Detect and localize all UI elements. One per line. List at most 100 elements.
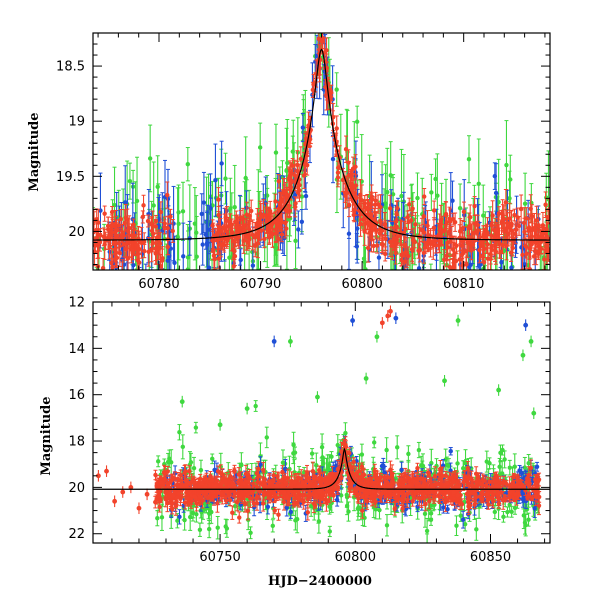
data-point [280,460,286,465]
y-tick-label: 18.5 [56,60,85,75]
data-point [125,271,129,275]
data-point [216,212,221,218]
data-point [509,509,514,514]
data-point [508,177,513,182]
data-point [377,507,382,513]
data-point [232,253,238,259]
data-point [375,201,381,207]
data-point [428,239,433,244]
data-point [531,254,537,259]
data-point [185,255,191,260]
data-point [181,254,186,259]
data-point [120,271,124,275]
data-point [206,265,212,270]
data-point [276,179,282,184]
data-point [116,223,121,228]
y-tick-label: 19 [68,115,85,130]
data-point [228,206,233,211]
data-point [442,257,447,262]
data-point [165,192,170,198]
data-point [438,278,442,282]
data-point [546,247,550,253]
data-point [443,212,448,218]
data-point [255,240,261,246]
data-point [516,223,522,229]
data-point [97,277,101,281]
data-point [410,206,415,211]
data-point [382,221,388,227]
data-point [284,226,289,231]
data-point [310,87,316,93]
data-point [93,249,97,254]
data-point [402,242,408,247]
data-point [371,243,376,249]
data-point [279,197,285,202]
data-point [160,256,165,261]
data-point [489,272,493,276]
data-point [145,218,151,224]
data-point [520,252,525,258]
data-point [114,255,120,260]
data-point [216,256,222,261]
data-point [507,465,512,470]
data-point [228,223,233,228]
data-point [170,228,175,234]
data-point [316,36,322,41]
data-point [436,232,442,238]
data-point [158,209,164,215]
data-point [155,184,160,189]
data-point [478,239,484,244]
data-point [285,160,290,166]
data-point [521,220,527,226]
data-point [369,194,374,199]
data-point [100,265,106,270]
data-point [495,286,499,290]
data-point [496,199,501,205]
data-point [289,179,294,185]
data-point [450,266,455,270]
data-point [454,243,459,248]
data-point [113,221,118,227]
data-point [154,249,159,255]
data-point [417,248,423,253]
data-point [185,162,191,167]
data-point [324,94,329,99]
data-point [539,231,545,237]
data-point [358,221,363,227]
data-point [130,248,135,253]
data-point [141,239,147,245]
data-point [361,212,366,217]
data-point [447,219,453,224]
data-point [359,452,365,457]
data-point [123,200,128,205]
data-point [343,147,349,152]
data-point [244,212,250,217]
data-point [354,119,360,124]
data-point [124,245,129,251]
data-point [536,243,542,249]
data-point [361,256,367,261]
data-point [126,229,131,235]
bottom-series-2 [155,314,541,543]
data-point [362,229,367,234]
data-point [114,271,118,275]
data-point [303,161,308,166]
data-point [460,238,465,244]
data-point [527,246,532,251]
data-point [213,177,218,183]
data-point [193,425,199,430]
data-point [200,303,204,307]
top-series-0 [93,33,550,275]
data-point [404,250,410,255]
data-point [407,202,412,207]
data-point [293,201,298,206]
data-point [475,230,480,235]
data-point [147,156,153,161]
data-point [358,192,363,197]
data-point [484,232,490,238]
data-point [258,214,264,219]
data-point [385,189,390,195]
data-point [365,245,371,251]
